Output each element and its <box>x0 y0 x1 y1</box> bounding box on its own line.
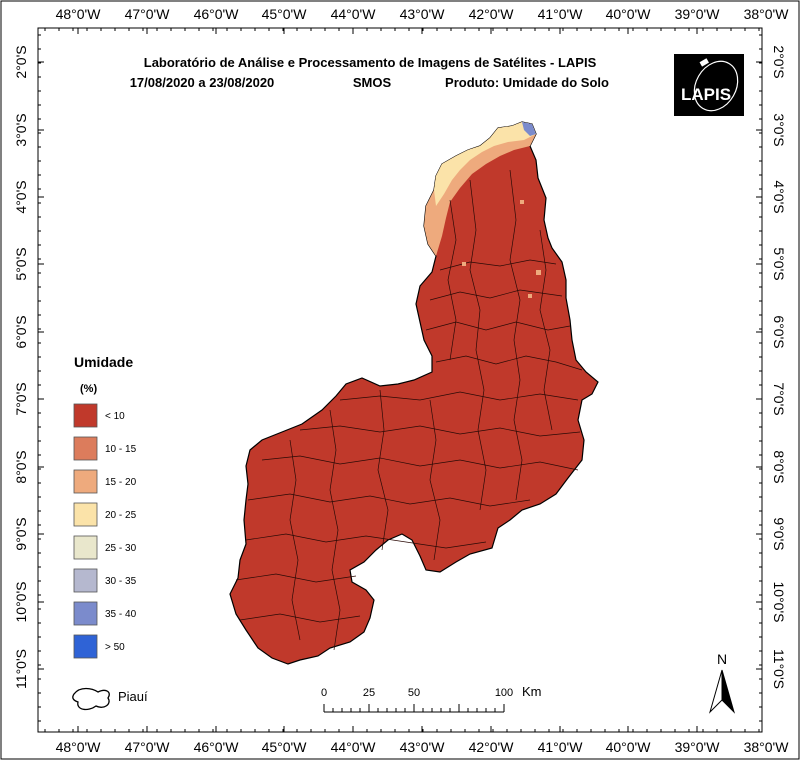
scale-unit: Km <box>522 684 542 699</box>
lat-label: 11°0'S <box>771 649 787 689</box>
municipal-boundaries <box>235 169 583 651</box>
scale-ticks <box>323 704 505 712</box>
map-frame <box>37 27 763 733</box>
scale-bar: 0 25 50 100 Km <box>321 684 542 713</box>
legend-swatch <box>73 469 98 494</box>
scale-label: 0 <box>321 687 327 699</box>
boundary-legend-label: Piauí <box>118 689 148 704</box>
lat-label: 7°0'S <box>771 382 787 415</box>
legend-label: 35 - 40 <box>105 609 137 620</box>
scale-label: 25 <box>363 687 375 699</box>
lon-label: 45°0'W <box>262 739 308 755</box>
lat-label: 2°0'S <box>13 45 29 78</box>
legend-label: 20 - 25 <box>105 510 137 521</box>
lon-label: 47°0'W <box>125 6 171 22</box>
legend-label: 25 - 30 <box>105 543 137 554</box>
lon-label: 44°0'W <box>331 739 377 755</box>
map-subtitle-sensor: SMOS <box>353 75 392 90</box>
legend-swatch <box>73 436 98 461</box>
lon-label: 48°0'W <box>56 6 102 22</box>
lon-label: 46°0'W <box>194 6 240 22</box>
lon-label: 39°0'W <box>675 739 721 755</box>
scale-label: 50 <box>408 687 420 699</box>
lat-label: 9°0'S <box>13 517 29 550</box>
north-arrow-left <box>708 669 723 714</box>
lapis-logo: LAPIS <box>674 54 744 116</box>
legend-swatch <box>73 403 98 428</box>
legend-label: 15 - 20 <box>105 477 137 488</box>
north-arrow-right <box>721 669 736 714</box>
north-arrow: N <box>708 651 736 714</box>
lat-label: 4°0'S <box>13 180 29 213</box>
lat-label: 6°0'S <box>13 315 29 348</box>
north-letter: N <box>717 651 727 667</box>
lon-label: 40°0'W <box>606 739 652 755</box>
lon-label: 48°0'W <box>56 739 102 755</box>
map-subtitle-product: Produto: Umidade do Solo <box>445 75 609 90</box>
longitude-labels-bottom: 48°0'W 47°0'W 46°0'W 45°0'W 44°0'W 43°0'… <box>56 739 790 755</box>
lon-label: 44°0'W <box>331 6 377 22</box>
lat-label: 3°0'S <box>13 113 29 146</box>
logo-orbit <box>693 60 739 112</box>
latitude-labels-left: 2°0'S 3°0'S 4°0'S 5°0'S 6°0'S 7°0'S 8°0'… <box>13 45 29 689</box>
lat-label: 11°0'S <box>13 649 29 689</box>
map-subtitle-dates: 17/08/2020 a 23/08/2020 <box>130 75 275 90</box>
lat-label: 4°0'S <box>771 180 787 213</box>
lat-label: 2°0'S <box>771 45 787 78</box>
moist-pixels <box>438 200 541 298</box>
legend-unit: (%) <box>80 383 97 395</box>
lat-label: 10°0'S <box>771 582 787 623</box>
lon-label: 39°0'W <box>675 6 721 22</box>
lon-label: 40°0'W <box>606 6 652 22</box>
lon-label: 38°0'W <box>744 6 790 22</box>
legend-label: < 10 <box>105 411 125 422</box>
lat-label: 6°0'S <box>771 315 787 348</box>
lon-label: 45°0'W <box>262 6 308 22</box>
map-title: Laboratório de Análise e Processamento d… <box>144 55 597 70</box>
legend-swatch <box>73 502 98 527</box>
lon-label: 41°0'W <box>538 739 584 755</box>
logo-satellite-icon <box>699 58 709 67</box>
lon-label: 41°0'W <box>538 6 584 22</box>
boundary-legend-icon <box>72 687 110 711</box>
legend-swatch <box>73 601 98 626</box>
lat-label: 5°0'S <box>771 247 787 280</box>
lat-label: 8°0'S <box>771 450 787 483</box>
lon-label: 47°0'W <box>125 739 171 755</box>
legend: Umidade (%) < 10 10 - 15 15 - 20 20 - 25 25 … <box>73 354 137 659</box>
lat-label: 9°0'S <box>771 517 787 550</box>
lon-label: 38°0'W <box>744 739 790 755</box>
legend-swatch <box>73 535 98 560</box>
lon-label: 46°0'W <box>194 739 240 755</box>
lon-label: 42°0'W <box>469 6 515 22</box>
boundary-legend: Piauí <box>72 687 148 711</box>
legend-label: 30 - 35 <box>105 576 137 587</box>
latitude-labels-right: 2°0'S 3°0'S 4°0'S 5°0'S 6°0'S 7°0'S 8°0'… <box>771 45 787 689</box>
lat-label: 7°0'S <box>13 382 29 415</box>
state-area-dry <box>229 121 599 665</box>
lat-label: 3°0'S <box>771 113 787 146</box>
legend-items: < 10 10 - 15 15 - 20 20 - 25 25 - 30 30 - 35 3… <box>73 403 137 659</box>
legend-title: Umidade <box>74 354 133 370</box>
lon-label: 43°0'W <box>400 739 446 755</box>
graticule-ticks <box>38 28 762 732</box>
legend-swatch <box>73 634 98 659</box>
longitude-labels-top: 48°0'W 47°0'W 46°0'W 45°0'W 44°0'W 43°0'… <box>56 6 790 22</box>
legend-label: > 50 <box>105 642 125 653</box>
lat-label: 5°0'S <box>13 247 29 280</box>
piaui-state <box>229 121 599 665</box>
legend-swatch <box>73 568 98 593</box>
legend-label: 10 - 15 <box>105 444 137 455</box>
lon-label: 42°0'W <box>469 739 515 755</box>
scale-label: 100 <box>495 687 513 699</box>
lat-label: 10°0'S <box>13 582 29 623</box>
lat-label: 8°0'S <box>13 450 29 483</box>
lon-label: 43°0'W <box>400 6 446 22</box>
logo-text: LAPIS <box>681 85 731 104</box>
state-area-very-wet <box>522 122 536 136</box>
